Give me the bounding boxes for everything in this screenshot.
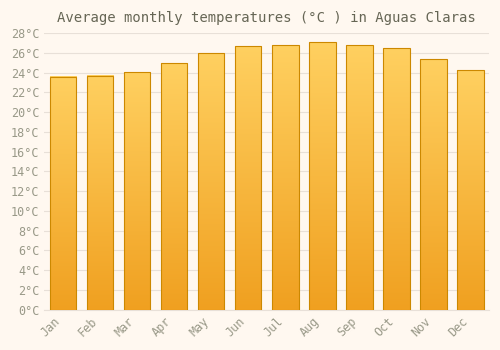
Bar — [50, 77, 76, 310]
Bar — [86, 76, 114, 310]
Bar — [161, 63, 188, 310]
Title: Average monthly temperatures (°C ) in Aguas Claras: Average monthly temperatures (°C ) in Ag… — [58, 11, 476, 25]
Bar — [383, 48, 409, 310]
Bar — [457, 70, 483, 310]
Bar — [235, 46, 262, 310]
Bar — [124, 72, 150, 310]
Bar — [198, 53, 224, 310]
Bar — [309, 42, 336, 310]
Bar — [272, 45, 298, 310]
Bar — [346, 45, 372, 310]
Bar — [420, 59, 446, 310]
